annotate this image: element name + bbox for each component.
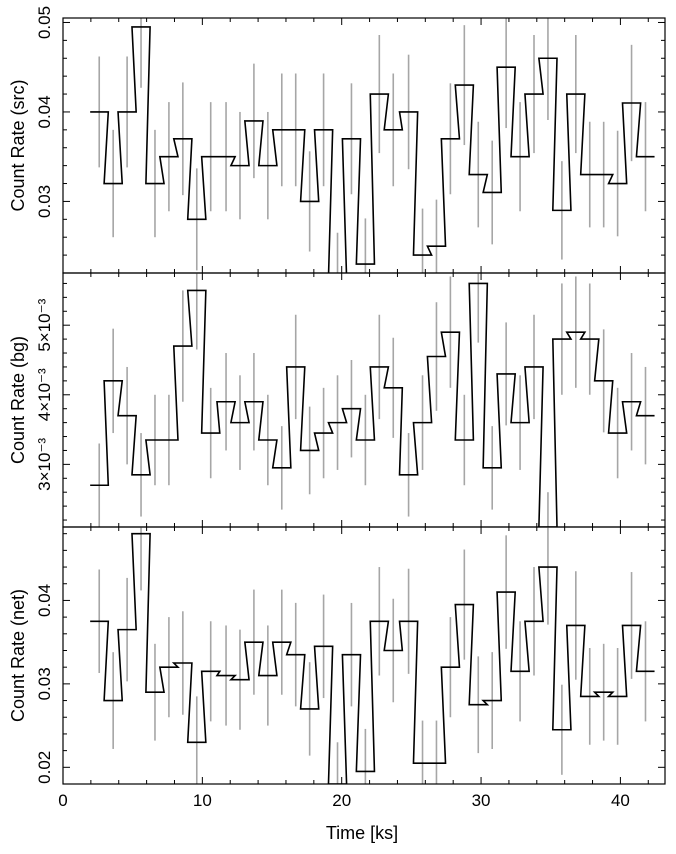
- y-tick-label: 0.04: [35, 95, 54, 128]
- y-tick-label: 0.03: [35, 667, 54, 700]
- y-axis-label: Count Rate (net): [8, 589, 28, 722]
- series-step-line: [90, 26, 655, 273]
- panel-bg: 3×10⁻³ 4×10⁻³ 5×10⁻³ Count Rate (bg): [8, 272, 666, 528]
- y-tick-label: 0.02: [35, 751, 54, 784]
- x-tick-label: 10: [193, 791, 212, 810]
- panel-src: 0.03 0.04 0.05 Count Rate (src): [8, 6, 666, 274]
- panel-frame: [62, 526, 666, 785]
- x-tick-label: 20: [332, 791, 351, 810]
- panel-net: 0.02 0.03 0.04 Count Rate (net) 0 10 20 30 40: [8, 526, 666, 810]
- panel-frame: [62, 272, 666, 528]
- y-tick-label: 0.03: [35, 185, 54, 218]
- y-axis-label: Count Rate (bg): [8, 336, 28, 464]
- y-tick-label: 0.05: [35, 6, 54, 39]
- x-tick-label: 30: [472, 791, 491, 810]
- panel-frame: [62, 17, 666, 274]
- series-step-line: [90, 282, 655, 527]
- series-step-line: [90, 532, 655, 784]
- y-tick-label: 4×10⁻³: [35, 368, 54, 421]
- x-tick-label: 0: [58, 791, 67, 810]
- y-tick-label: 5×10⁻³: [35, 298, 54, 351]
- y-tick-label: 3×10⁻³: [35, 438, 54, 491]
- y-tick-label: 0.04: [35, 584, 54, 617]
- x-tick-label: 40: [611, 791, 630, 810]
- x-axis-label: Time [ks]: [326, 823, 398, 843]
- y-axis-label: Count Rate (src): [8, 79, 28, 211]
